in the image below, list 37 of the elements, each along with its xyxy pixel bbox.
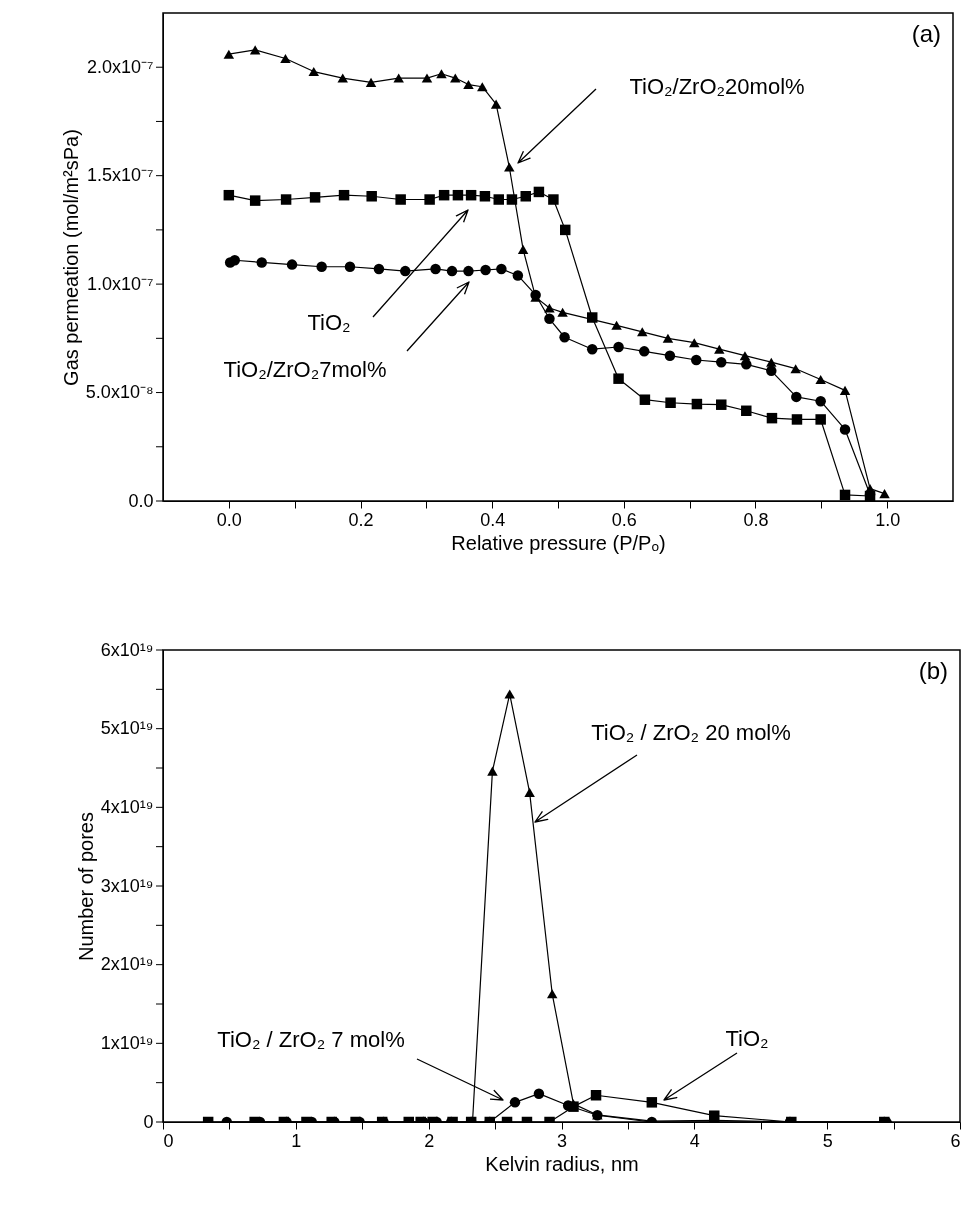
x-tick-label: 4 [689,1130,700,1151]
y-tick-label: 3x10¹⁹ [100,875,154,896]
x-tick-label: 2 [424,1130,435,1151]
annotation: TiO₂ [307,310,351,335]
x-tick-label: 0.0 [216,509,242,530]
x-tick-label: 0.8 [743,509,769,530]
annotation: TiO₂ [725,1026,769,1051]
y-axis-title: Number of pores [74,812,97,961]
annotation: TiO₂/ZrO₂20mol% [629,74,805,99]
x-axis-title: Relative pressure (P/Pₒ) [451,531,666,554]
x-tick-label: 0.2 [348,509,374,530]
y-tick-label: 2.0x10⁻⁷ [86,56,154,77]
x-tick-label: 1.0 [875,509,901,530]
y-axis-title: Gas permeation (mol/m²sPa) [59,129,82,386]
x-tick-label: 5 [822,1130,833,1151]
y-tick-label: 1.5x10⁻⁷ [86,165,154,186]
annotation: (b) [918,657,948,684]
y-tick-label: 1x10¹⁹ [100,1032,154,1053]
annotation: TiO₂ / ZrO₂ 20 mol% [591,720,791,745]
x-axis-title: Kelvin radius, nm [485,1152,639,1175]
y-tick-label: 1.0x10⁻⁷ [86,273,154,294]
x-tick-label: 0 [163,1130,174,1151]
y-tick-label: 6x10¹⁹ [100,639,154,660]
y-tick-label: 5x10¹⁹ [100,718,154,739]
x-tick-label: 3 [556,1130,568,1151]
y-tick-label: 4x10¹⁹ [100,796,154,817]
y-tick-label: 5.0x10⁻⁸ [85,382,154,403]
annotation: TiO₂/ZrO₂7mol% [223,357,387,382]
y-tick-label: 0 [143,1111,154,1132]
annotation: (a) [911,20,941,47]
x-tick-label: 0.4 [480,509,506,530]
y-tick-label: 0.0 [128,490,154,511]
y-tick-label: 2x10¹⁹ [100,954,154,975]
x-tick-label: 1 [291,1130,302,1151]
x-tick-label: 0.6 [611,509,637,530]
annotation: TiO₂ / ZrO₂ 7 mol% [217,1027,405,1052]
x-tick-label: 6 [950,1130,961,1151]
